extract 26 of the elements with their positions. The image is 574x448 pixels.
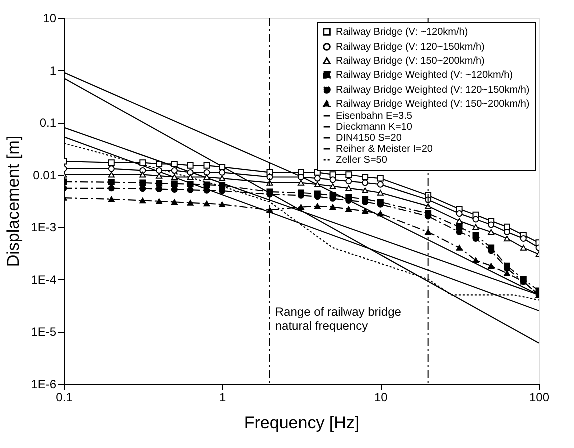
legend-label: Reiher & Meister I=20 [336, 144, 434, 155]
legend-label: Dieckmann K=10 [336, 122, 413, 133]
x-tick-label: 10 [374, 390, 388, 404]
legend-label: Railway Bridge (V: 150~200km/h) [336, 56, 485, 67]
legend-label: Railway Bridge (V: ~120km/h) [336, 27, 468, 38]
y-tick-label: 1E-5 [31, 325, 57, 340]
x-axis-title: Frequency [Hz] [244, 414, 360, 432]
legend-label: DIN4150 S=20 [336, 133, 402, 144]
annotation: Range of railway bridge natural frequency [275, 305, 402, 334]
y-axis-title: Displacement [m] [4, 136, 24, 268]
legend-label: Railway Bridge Weighted (V: ~120km/h) [336, 70, 514, 81]
legend-label: Railway Bridge Weighted (V: 150~200km/h) [336, 99, 530, 110]
y-tick-label: 1E-3 [31, 220, 57, 235]
legend-label: Railway Bridge (V: 120~150km/h) [336, 42, 485, 53]
y-tick-label: 1E-4 [31, 272, 57, 287]
legend-label: Railway Bridge Weighted (V: 120~150km/h) [336, 85, 530, 96]
x-tick-label: 100 [529, 390, 550, 404]
x-tick-label: 0.1 [56, 390, 74, 404]
y-tick-label: 10 [43, 12, 57, 26]
y-tick-label: 1E-6 [31, 378, 57, 392]
legend-label: Zeller S=50 [336, 155, 388, 166]
y-tick-label: 0.1 [40, 116, 57, 130]
x-tick-label: 1 [219, 390, 226, 404]
y-tick-label: 0.01 [33, 168, 57, 182]
legend-label: Eisenbahn E=3.5 [336, 111, 413, 122]
y-tick-label: 1 [50, 64, 57, 78]
